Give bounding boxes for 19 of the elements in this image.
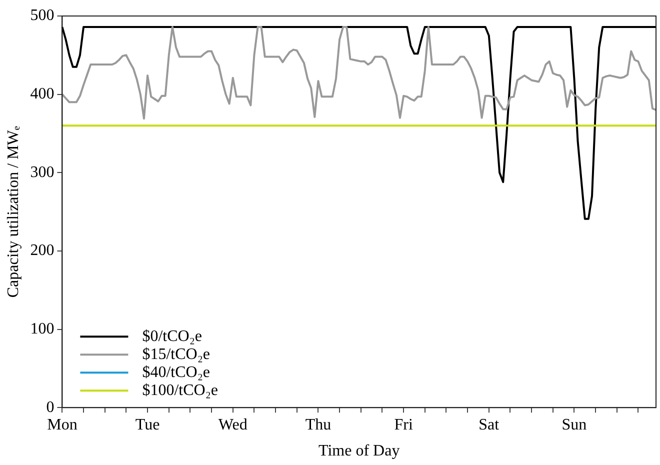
y-tick-label: 400 [30,86,54,103]
legend-label: $40/tCO₂e [142,364,210,381]
x-axis-title: Time of Day [318,442,400,460]
x-tick-label: Sun [562,416,587,434]
y-tick-label: 500 [30,7,54,24]
x-tick-label: Thu [305,416,332,434]
x-tick-label: Tue [135,416,160,434]
y-tick-label: 200 [30,242,54,260]
y-tick-label: 0 [46,398,54,416]
y-axis-title: Capacity utilization / MWₑ [4,126,22,298]
x-tick-label: Fri [394,416,414,434]
legend-label: $15/tCO₂e [142,346,210,363]
x-tick-label: Wed [218,416,248,434]
x-tick-label: Mon [47,416,78,434]
y-tick-label: 100 [30,320,54,338]
legend-label: $100/tCO₂e [142,382,218,399]
y-tick-label: 300 [30,164,54,181]
legend-label: $0/tCO₂e [142,328,202,345]
x-tick-label: Sat [478,416,500,434]
